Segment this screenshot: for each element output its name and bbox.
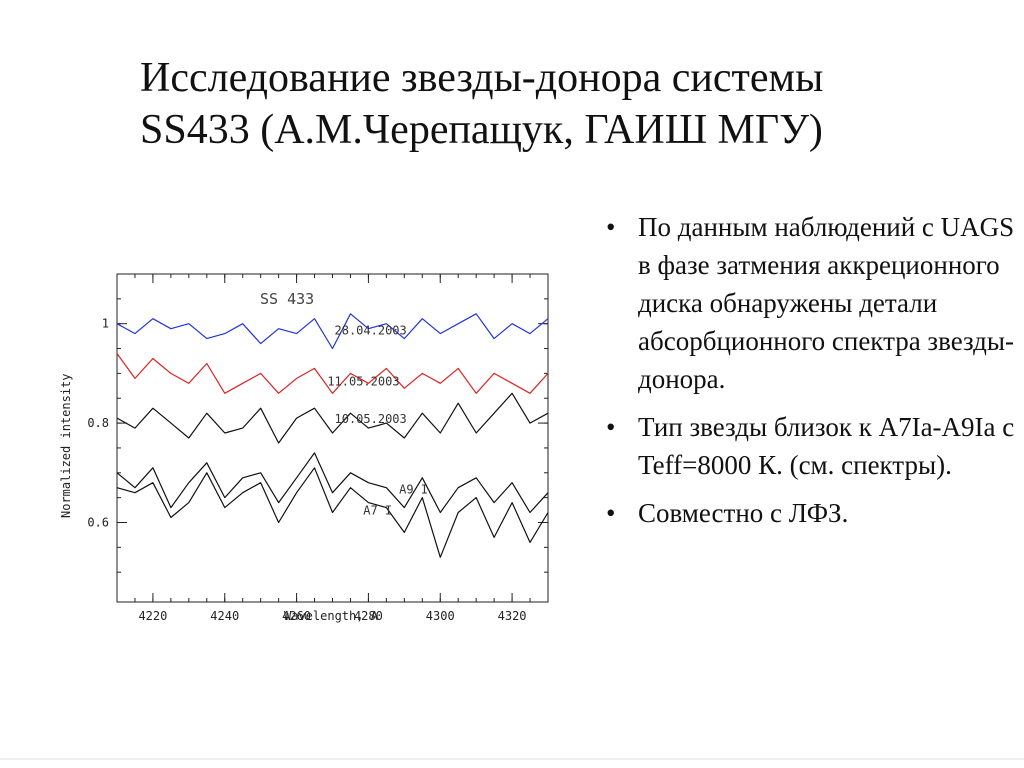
bullet-dot-icon: •: [606, 498, 616, 528]
y-tick-label: 1: [102, 317, 109, 331]
y-tick-label: 0.6: [87, 515, 109, 529]
axis-ticks: 4220 4240 4260 4280 4300 4320 0.6 0.8 1: [87, 273, 549, 623]
slide-title-line-2: SS433 (А.М.Черепащук, ГАИШ МГУ): [140, 107, 823, 153]
bullet-item: • Тип звезды близок к A7Ia-A9Ia с Teff=80…: [604, 408, 1018, 484]
bullet-item: • По данным наблюдений с UAGS в фазе затм…: [604, 208, 1018, 398]
bullet-text: По данным наблюдений с UAGS в фазе затме…: [638, 212, 1015, 394]
x-tick-label: 4220: [138, 609, 167, 623]
series-label-4: A7 I: [363, 504, 392, 518]
y-axis-label: Normalized intensity: [59, 374, 73, 519]
slide-title-line-1: Исследование звезды-донора системы: [140, 55, 824, 101]
series-label-1: 11.05.2003: [327, 374, 399, 388]
series-group: [116, 313, 549, 558]
series-line-4: [116, 467, 549, 558]
series-line-1: [116, 353, 549, 394]
series-line-3: [116, 452, 549, 514]
bullet-dot-icon: •: [606, 412, 616, 442]
x-tick-label: 4260: [282, 609, 311, 623]
slide-title: Исследование звезды-донора системы SS433…: [140, 52, 1000, 156]
bullet-dot-icon: •: [606, 212, 616, 242]
series-line-2: [116, 392, 549, 444]
series-label-3: A9 I: [399, 483, 428, 497]
series-labels: 28.04.2003 11.05.2003 10.05.2003 A9 I A7 I: [327, 324, 428, 518]
series-label-2: 10.05.2003: [335, 412, 407, 426]
x-axis-label: Wavelength, A: [284, 609, 379, 623]
bullet-text: Тип звезды близок к A7Ia-A9Ia с Teff=800…: [638, 412, 1015, 480]
x-tick-label: 4280: [354, 609, 383, 623]
x-tick-label: 4300: [426, 609, 455, 623]
x-tick-label: 4240: [210, 609, 239, 623]
series-label-0: 28.04.2003: [335, 324, 407, 338]
chart-title: SS 433: [260, 290, 314, 308]
spectra-chart: 4220 4240 4260 4280 4300 4320 0.6 0.8 1 28.04.20…: [59, 273, 549, 623]
bullet-text: Совместно с ЛФЗ.: [638, 498, 849, 528]
bullet-item: • Совместно с ЛФЗ.: [604, 494, 1018, 532]
series-line-0: [116, 313, 549, 350]
x-tick-label: 4320: [498, 609, 527, 623]
bullet-list: • По данным наблюдений с UAGS в фазе затм…: [604, 208, 1018, 542]
y-tick-label: 0.8: [87, 416, 109, 430]
footer-divider: [0, 758, 1024, 760]
